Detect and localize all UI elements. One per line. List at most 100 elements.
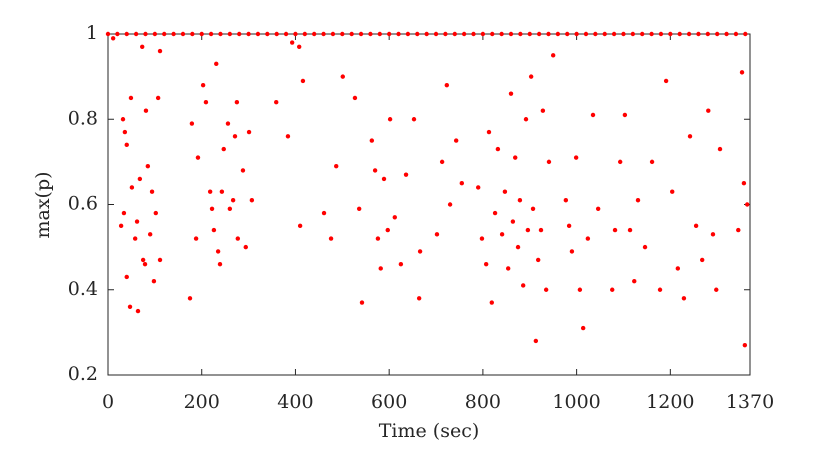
point <box>135 308 141 314</box>
point <box>285 134 291 139</box>
point <box>132 236 138 241</box>
point <box>127 304 133 309</box>
point <box>340 31 345 37</box>
point <box>687 134 693 139</box>
point <box>686 31 692 37</box>
point <box>714 31 720 37</box>
point <box>255 31 261 37</box>
point <box>368 31 373 37</box>
point <box>700 257 705 263</box>
point <box>530 206 536 211</box>
point <box>381 176 387 182</box>
point <box>585 236 591 241</box>
point <box>543 287 549 292</box>
point <box>311 31 317 37</box>
point <box>140 257 146 263</box>
point <box>569 249 575 254</box>
point <box>546 159 552 165</box>
point <box>742 342 748 348</box>
y-tick-label: 1 <box>86 22 98 44</box>
point <box>744 202 750 207</box>
point <box>359 300 365 305</box>
point <box>340 74 345 79</box>
point <box>555 31 561 37</box>
point <box>129 185 135 190</box>
point <box>480 31 486 37</box>
point <box>330 31 336 37</box>
point <box>595 206 601 211</box>
point <box>118 223 124 229</box>
point <box>227 206 233 211</box>
point <box>649 159 655 165</box>
point <box>265 31 270 37</box>
point <box>627 227 633 233</box>
point <box>403 172 409 177</box>
point <box>476 185 481 190</box>
point <box>398 261 404 267</box>
point <box>657 287 663 292</box>
point <box>195 155 201 160</box>
point <box>505 266 511 271</box>
point <box>375 236 381 241</box>
point <box>134 219 140 224</box>
point <box>523 117 529 122</box>
point <box>219 189 225 194</box>
point <box>155 95 161 101</box>
point <box>424 31 429 37</box>
x-axis-label: Time (sec) <box>379 420 480 442</box>
point <box>663 78 669 84</box>
point <box>461 31 467 37</box>
x-tick-label: 400 <box>277 391 313 413</box>
point <box>392 215 397 220</box>
point <box>528 74 534 79</box>
y-tick-label: 0.4 <box>68 278 98 300</box>
point <box>483 261 489 267</box>
point <box>142 261 148 267</box>
point <box>580 325 586 331</box>
point <box>515 244 521 250</box>
point <box>508 91 514 96</box>
point <box>372 168 378 173</box>
point <box>274 31 279 37</box>
point <box>221 146 226 152</box>
y-tick-label: 0.6 <box>68 193 98 215</box>
point <box>610 287 615 292</box>
point <box>274 100 279 105</box>
point <box>453 138 459 143</box>
point <box>479 236 485 241</box>
point <box>447 202 453 207</box>
point <box>741 180 747 186</box>
point <box>283 31 289 37</box>
y-tick-label: 0.8 <box>68 107 98 129</box>
y-axis-label: max(p) <box>32 171 54 238</box>
point <box>133 31 139 37</box>
point <box>143 31 148 37</box>
point <box>246 31 251 37</box>
point <box>714 287 719 292</box>
point <box>124 142 129 148</box>
point <box>240 168 246 173</box>
point <box>706 108 711 113</box>
point <box>120 117 126 122</box>
x-tick-label: 1370 <box>726 391 774 413</box>
point <box>249 198 255 203</box>
x-tick-label: 1200 <box>646 391 694 413</box>
point <box>378 266 383 271</box>
point <box>617 159 623 165</box>
point <box>297 223 303 229</box>
point <box>140 44 145 49</box>
point <box>632 279 637 284</box>
point <box>518 31 523 37</box>
point <box>328 236 334 241</box>
point <box>577 287 583 292</box>
point <box>411 117 417 122</box>
point <box>352 95 358 101</box>
point <box>499 31 504 37</box>
point <box>207 189 213 194</box>
point <box>289 40 295 45</box>
point <box>232 134 238 139</box>
point <box>209 206 215 211</box>
point <box>517 198 523 203</box>
